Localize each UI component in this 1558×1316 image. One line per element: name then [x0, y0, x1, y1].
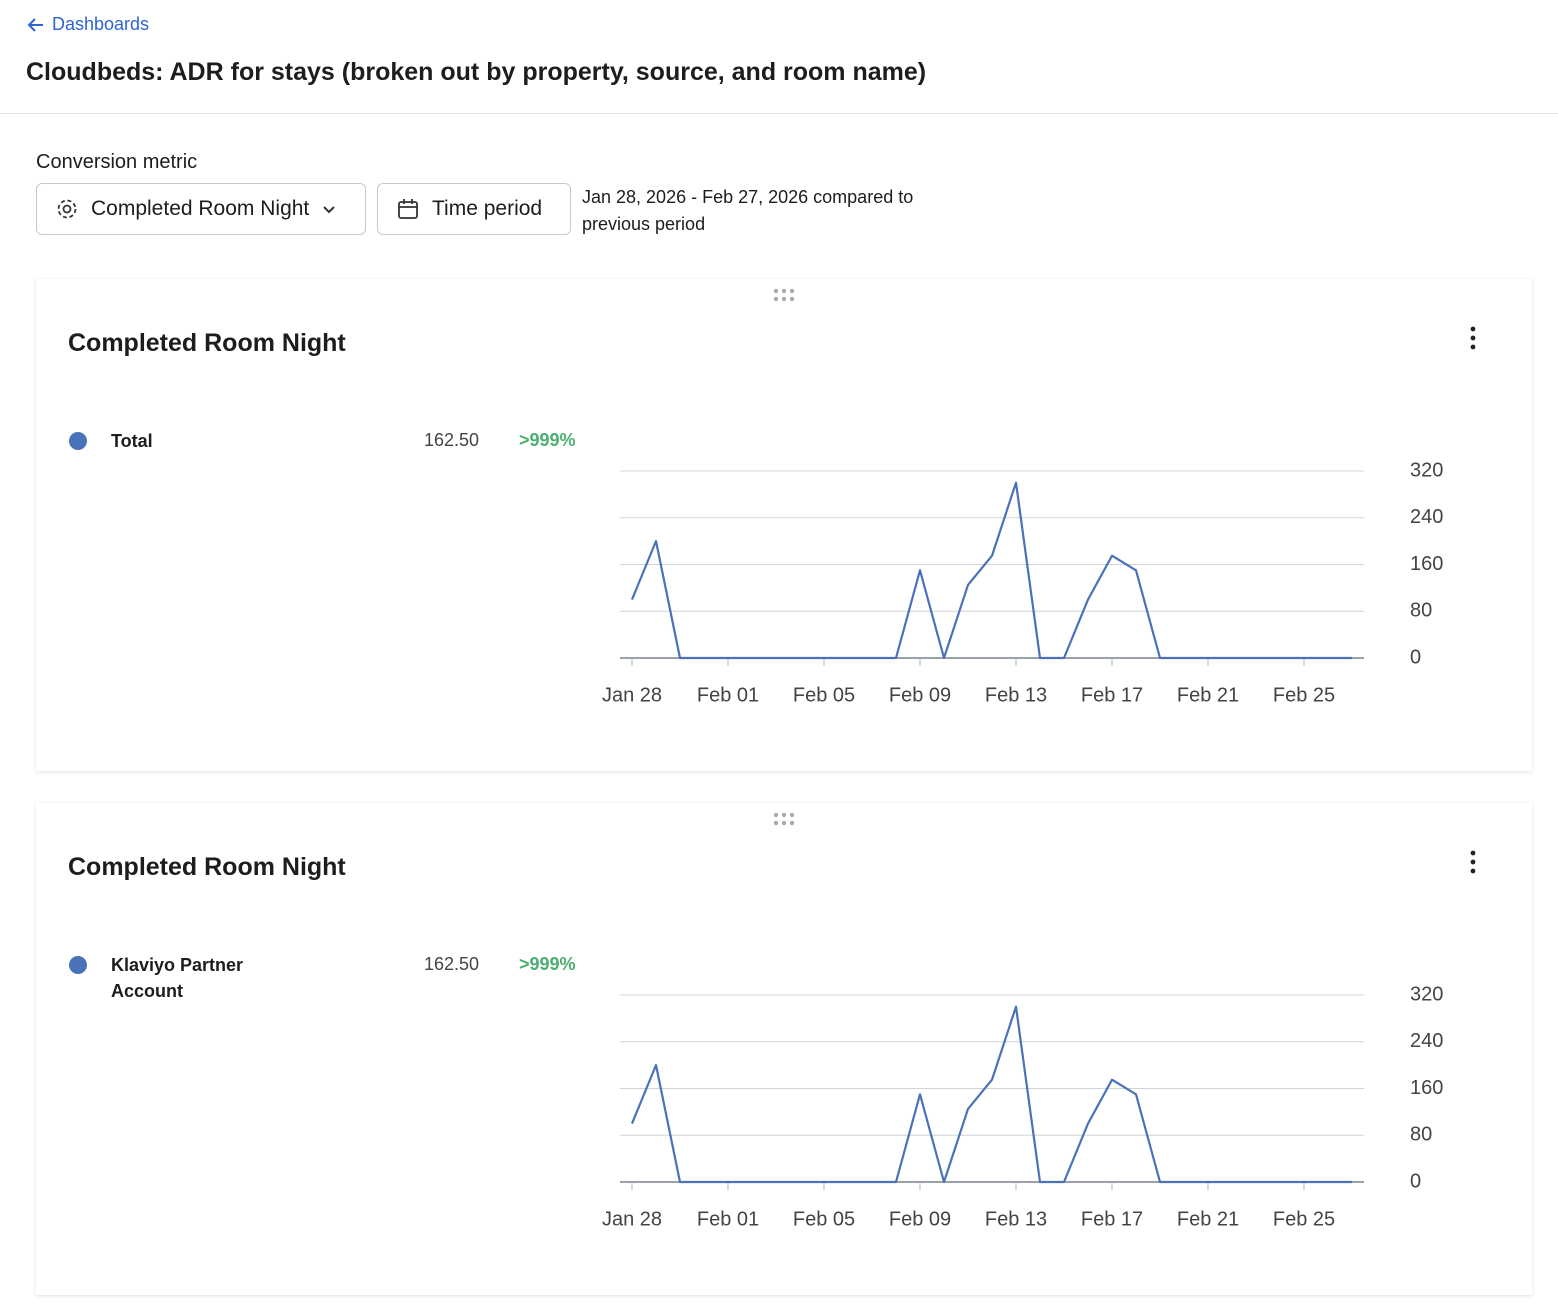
legend-change: >999% [519, 430, 576, 450]
x-tick-label: Feb 25 [1273, 1208, 1335, 1230]
y-tick-label: 240 [1410, 1030, 1443, 1052]
drag-dot [773, 820, 779, 826]
x-tick-label: Feb 01 [697, 1208, 759, 1230]
x-tick-label: Feb 09 [889, 1208, 951, 1230]
x-tick-label: Feb 13 [985, 1208, 1047, 1230]
y-tick-label: 80 [1410, 1124, 1432, 1146]
drag-dot [781, 296, 787, 302]
y-tick-label: 160 [1410, 553, 1443, 575]
calendar-icon [398, 199, 418, 219]
chart-title: Completed Room Night [68, 329, 346, 357]
legend-name: Klaviyo Partner Account [111, 955, 244, 1001]
drag-dot [781, 820, 787, 826]
time-button-text: Time period [432, 197, 543, 220]
metric-text: Completed Room Night [91, 197, 310, 220]
drag-dot [773, 288, 779, 294]
gear-icon [57, 199, 77, 219]
back-link-text: Dashboards [52, 14, 150, 34]
y-tick-label: 160 [1410, 1077, 1443, 1099]
x-tick-label: Feb 17 [1081, 1208, 1143, 1230]
header: Dashboards Cloudbeds: ADR for stays (bro… [0, 0, 1558, 114]
chevron [323, 206, 335, 214]
x-tick-label: Jan 28 [602, 684, 662, 706]
drag-dot [773, 812, 779, 818]
x-tick-label: Feb 13 [985, 684, 1047, 706]
data-line [630, 481, 1352, 660]
legend-dot [69, 956, 87, 974]
data-line [630, 1005, 1352, 1184]
legend-name: Total [111, 431, 153, 451]
y-tick-label: 320 [1410, 459, 1443, 481]
drag-dot [789, 820, 795, 826]
drag-dot [773, 296, 779, 302]
menu-dot [1470, 859, 1476, 865]
chart-card: 0 80 160 240 320 Jan 28 Feb 01 Feb 05 Feb 09 Feb … [36, 803, 1532, 1295]
x-tick-label: Feb 05 [793, 1208, 855, 1230]
drag-dot [789, 296, 795, 302]
y-tick-label: 80 [1410, 600, 1432, 622]
x-tick-label: Feb 21 [1177, 684, 1239, 706]
menu-dot [1470, 868, 1476, 874]
back-link[interactable]: Dashboards [26, 14, 149, 35]
date-range: Jan 28, 2026 - Feb 27, 2026 compared to … [582, 187, 914, 234]
drag-dot [781, 812, 787, 818]
x-tick-label: Feb 25 [1273, 684, 1335, 706]
y-tick-label: 320 [1410, 983, 1443, 1005]
legend-value: 162.50 [423, 430, 479, 450]
y-tick-label: 0 [1410, 646, 1421, 668]
time-button[interactable]: Time period [377, 183, 571, 235]
menu-dot [1470, 326, 1476, 332]
x-tick-label: Feb 21 [1177, 1208, 1239, 1230]
filter-label: Conversion metric [36, 151, 198, 173]
back-arrow [27, 17, 43, 32]
menu-dot [1470, 850, 1476, 856]
y-tick-label: 240 [1410, 506, 1443, 528]
x-tick-label: Jan 28 [602, 1208, 662, 1230]
drag-dot [781, 288, 787, 294]
x-tick-label: Feb 09 [889, 684, 951, 706]
chart: 0 80 160 240 320 Jan 28 Feb 01 Feb 05 Feb 09 Feb … [69, 812, 1476, 1230]
chart: 0 80 160 240 320 Jan 28 Feb 01 Feb 05 Feb 09 Feb … [69, 288, 1476, 706]
x-tick-label: Feb 17 [1081, 684, 1143, 706]
y-tick-label: 0 [1410, 1170, 1421, 1192]
metric-select[interactable]: Completed Room Night [36, 183, 366, 235]
x-tick-label: Feb 01 [697, 684, 759, 706]
chart-card: 0 80 160 240 320 Jan 28 Feb 01 Feb 05 Feb 09 Feb … [36, 279, 1532, 771]
legend-value: 162.50 [423, 954, 479, 974]
drag-dot [789, 812, 795, 818]
legend-change: >999% [519, 954, 576, 974]
page-title: Cloudbeds: ADR for stays (broken out by … [26, 58, 927, 86]
menu-dot [1470, 335, 1476, 341]
drag-dot [789, 288, 795, 294]
legend-dot [69, 432, 87, 450]
chart-title: Completed Room Night [68, 853, 346, 881]
x-tick-label: Feb 05 [793, 684, 855, 706]
menu-dot [1470, 344, 1476, 350]
